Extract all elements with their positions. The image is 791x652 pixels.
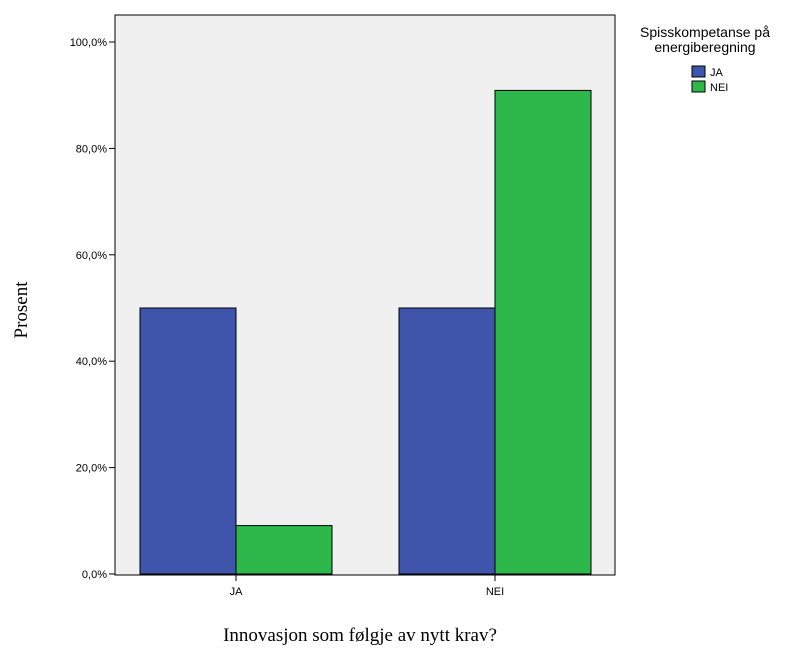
legend-label-ja: JA — [710, 67, 724, 79]
bars-group — [139, 89, 592, 575]
legend: Spisskompetanse på energiberegning JA NEI — [640, 24, 770, 94]
x-axis: JA NEI — [230, 575, 504, 598]
legend-items: JA NEI — [691, 65, 728, 94]
y-tick-label: 0,0% — [82, 569, 107, 581]
y-tick-label: 20,0% — [76, 463, 107, 475]
legend-title-line-2: energiberegning — [654, 39, 755, 55]
legend-swatch-ja — [691, 65, 706, 78]
y-tick-label: 40,0% — [76, 356, 107, 368]
bar-nei-nei — [494, 89, 592, 575]
y-axis: 0,0% 20,0% 40,0% 60,0% 80,0% 100,0% — [70, 37, 115, 581]
y-axis-title: Prosent — [11, 281, 32, 339]
legend-label-nei: NEI — [710, 82, 728, 94]
bar-ja-ja — [139, 307, 237, 575]
x-tick-label: NEI — [486, 586, 504, 598]
x-tick-label: JA — [230, 586, 244, 598]
legend-title-line-1: Spisskompetanse på — [640, 24, 770, 40]
bar-ja-nei — [235, 525, 333, 575]
bar-nei-ja — [398, 307, 496, 575]
y-tick-label: 100,0% — [70, 37, 108, 49]
x-axis-title: Innovasjon som følgje av nytt krav? — [223, 625, 497, 646]
y-tick-label: 60,0% — [76, 250, 107, 262]
y-tick-label: 80,0% — [76, 143, 107, 155]
legend-swatch-nei — [691, 80, 706, 93]
